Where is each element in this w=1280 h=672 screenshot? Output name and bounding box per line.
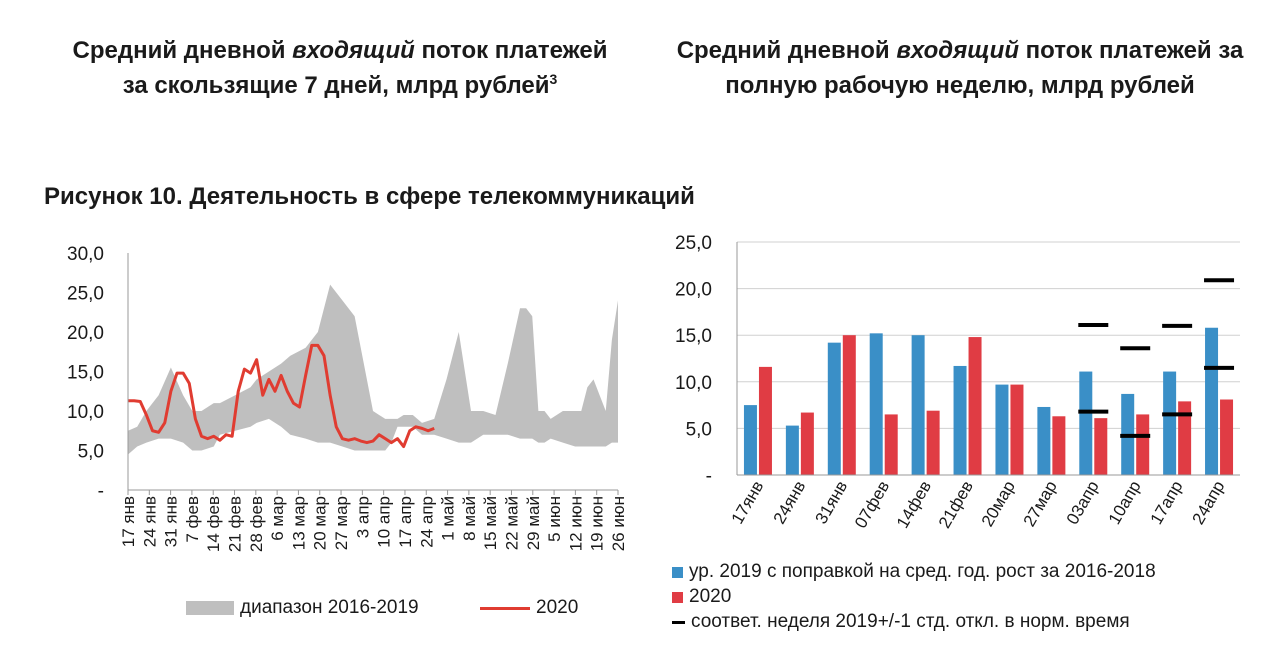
y-tick-label: 25,0	[67, 284, 104, 305]
left-legend-2020: 2020	[480, 597, 578, 619]
x-tick-label: 29 май	[524, 496, 543, 550]
legend-std-label: соответ. неделя 2019+/-1 стд. откл. в но…	[691, 611, 1130, 632]
legend-2019-label: ур. 2019 с поправкой на сред. год. рост …	[689, 561, 1156, 582]
x-tick-label: 24 янв	[140, 496, 159, 547]
x-tick-label: 7 фев	[183, 496, 202, 543]
legend-2020-swatch	[480, 606, 530, 610]
y-tick-label: 25,0	[675, 233, 712, 254]
x-tick-label: 24янв	[770, 478, 810, 528]
y-tick-label: 5,0	[686, 419, 712, 440]
legend-std-swatch	[672, 620, 685, 624]
bar-2020	[842, 335, 856, 475]
x-tick-label: 31янв	[812, 478, 852, 528]
bar-2020	[1178, 401, 1192, 475]
y-tick-label: 10,0	[67, 402, 104, 423]
x-tick-label: 03апр	[1063, 478, 1103, 528]
bar-2019	[953, 365, 967, 475]
legend-range-label: диапазон 2016-2019	[240, 597, 419, 618]
x-tick-label: 13 мар	[289, 496, 308, 550]
y-tick-label: 20,0	[67, 323, 104, 344]
x-tick-label: 15 май	[481, 496, 500, 550]
y-tick-label: 20,0	[675, 280, 712, 301]
x-tick-label: 31 янв	[162, 496, 181, 547]
bar-2019	[1037, 406, 1051, 475]
x-tick-label: 14фев	[893, 478, 935, 532]
y-tick-label: 15,0	[67, 363, 104, 384]
x-tick-label: 8 май	[460, 496, 479, 541]
x-tick-label: 6 мар	[268, 496, 287, 541]
left-chart: - 5,0 10,0 15,0 20,0 25,0 30,0 17 янв 24 янв 31 я…	[67, 244, 628, 552]
x-tick-label: 27 мар	[332, 496, 351, 550]
bar-2020	[926, 410, 940, 475]
line-2020	[128, 343, 435, 449]
bar-2020	[1136, 414, 1150, 475]
bar-2019	[1163, 371, 1177, 475]
legend-2019-swatch	[672, 566, 683, 578]
x-tick-label: 27мар	[1020, 478, 1061, 530]
right-chart: - 5,0 10,0 15,0 20,0 25,0 17янв 24янв 31янв 07фев…	[675, 233, 1240, 532]
x-tick-label: 5 июн	[545, 496, 564, 542]
right-legend-2020: 2020	[672, 586, 731, 608]
bar-2019	[1205, 327, 1219, 475]
bar-2019	[1079, 371, 1093, 475]
bar-2020	[1052, 416, 1066, 475]
x-tick-label: 07фев	[851, 478, 893, 532]
range-area	[128, 284, 618, 455]
x-tick-label: 20мар	[978, 478, 1019, 530]
x-tick-label: 19 июн	[588, 496, 607, 551]
y-tick-label: 10,0	[675, 373, 712, 394]
legend-2020-label: 2020	[536, 597, 579, 618]
bar-2019	[827, 342, 841, 475]
right-legend-2019: ур. 2019 с поправкой на сред. год. рост …	[672, 561, 1156, 583]
bar-2020	[884, 414, 898, 475]
x-tick-label: 21 фев	[226, 496, 245, 552]
left-legend-range: диапазон 2016-2019	[186, 597, 419, 619]
x-tick-label: 17янв	[728, 478, 768, 528]
bar-2020	[1094, 418, 1108, 475]
bar-2019	[743, 405, 757, 475]
x-tick-label: 10апр	[1105, 478, 1145, 528]
bar-2019	[869, 333, 883, 475]
left-chart-title: Средний дневной входящий поток платежей …	[72, 37, 608, 99]
y-tick-label: -	[706, 466, 712, 487]
x-tick-label: 14 фев	[204, 496, 223, 552]
figure-caption: Рисунок 10. Деятельность в сфере телеком…	[44, 183, 695, 210]
x-tick-label: 12 июн	[566, 496, 585, 551]
x-tick-label: 20 мар	[311, 496, 330, 550]
legend-2020bar-label: 2020	[689, 586, 732, 607]
right-chart-title: Средний дневной входящий поток платежей …	[676, 37, 1244, 99]
bar-2020	[758, 366, 772, 475]
x-tick-label: 17 апр	[396, 496, 415, 548]
x-tick-label: 3 апр	[353, 496, 372, 538]
bar-2019	[995, 384, 1009, 475]
legend-2020bar-swatch	[672, 591, 683, 603]
x-tick-label: 17 янв	[119, 496, 138, 547]
x-tick-label: 24апр	[1189, 478, 1229, 528]
x-tick-label: 1 май	[439, 496, 458, 541]
x-tick-label: 28 фев	[247, 496, 266, 552]
right-legend-std: соответ. неделя 2019+/-1 стд. откл. в но…	[672, 611, 1130, 633]
bar-2020	[1010, 384, 1024, 475]
y-tick-label: 30,0	[67, 244, 104, 265]
y-tick-label: 15,0	[675, 326, 712, 347]
bar-2019	[785, 425, 799, 475]
x-tick-label: 22 май	[502, 496, 521, 550]
bar-2019	[911, 335, 925, 475]
x-tick-label: 26 июн	[609, 496, 628, 551]
bar-2020	[968, 337, 982, 475]
bar-2020	[800, 412, 814, 475]
x-tick-label: 24 апр	[417, 496, 436, 548]
bar-2020	[1220, 399, 1234, 475]
y-tick-label: -	[98, 481, 104, 502]
legend-range-swatch	[186, 601, 234, 615]
x-tick-label: 10 апр	[375, 496, 394, 548]
y-tick-label: 5,0	[78, 442, 104, 463]
x-tick-label: 21фев	[935, 478, 977, 532]
x-tick-label: 17апр	[1147, 478, 1187, 528]
